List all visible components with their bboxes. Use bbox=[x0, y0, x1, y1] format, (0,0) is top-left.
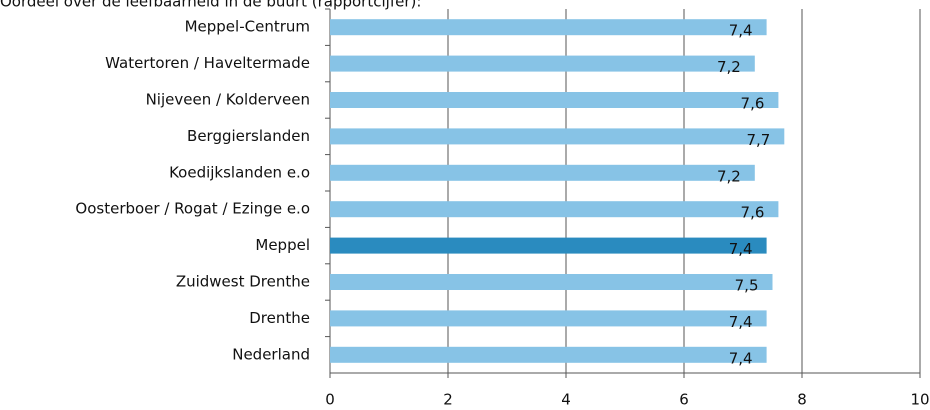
value-label: 7,4 bbox=[729, 240, 753, 258]
y-tick-label: Nederland bbox=[232, 345, 310, 363]
y-tick-label: Zuidwest Drenthe bbox=[176, 273, 310, 291]
bar bbox=[330, 128, 785, 145]
bar bbox=[330, 274, 773, 290]
x-tick-label: 0 bbox=[325, 391, 335, 409]
bar bbox=[330, 310, 767, 327]
bar bbox=[330, 92, 779, 108]
y-tick-label: Meppel-Centrum bbox=[185, 18, 310, 36]
value-label: 7,4 bbox=[729, 22, 753, 40]
bar bbox=[330, 19, 767, 36]
y-tick-label: Nijeveen / Kolderveen bbox=[146, 91, 310, 109]
bar bbox=[330, 201, 779, 218]
bar bbox=[330, 55, 755, 72]
value-label: 7,4 bbox=[729, 349, 753, 367]
value-label: 7,5 bbox=[735, 277, 759, 295]
value-label: 7,6 bbox=[741, 204, 765, 222]
y-tick-label: Berggierslanden bbox=[187, 127, 310, 145]
y-tick-label: Koedijkslanden e.o bbox=[169, 163, 310, 181]
value-label: 7,4 bbox=[729, 313, 753, 331]
value-label: 7,2 bbox=[717, 58, 741, 76]
value-label: 7,6 bbox=[741, 95, 765, 113]
x-tick-label: 6 bbox=[679, 391, 689, 409]
x-tick-label: 2 bbox=[443, 391, 453, 409]
x-tick-label: 10 bbox=[910, 391, 929, 409]
bar bbox=[330, 164, 755, 181]
y-tick-label: Drenthe bbox=[249, 309, 310, 327]
y-tick-label: Watertoren / Haveltermade bbox=[105, 54, 310, 72]
x-tick-label: 4 bbox=[561, 391, 571, 409]
x-tick-label: 8 bbox=[797, 391, 807, 409]
chart-title: Oordeel over de leefbaarheid in de buurt… bbox=[0, 0, 421, 11]
y-tick-label: Oosterboer / Rogat / Ezinge e.o bbox=[75, 200, 310, 218]
value-label: 7,2 bbox=[717, 167, 741, 185]
y-tick-label: Meppel bbox=[255, 236, 310, 254]
bar bbox=[330, 237, 767, 254]
value-label: 7,7 bbox=[746, 131, 770, 149]
bar bbox=[330, 346, 767, 363]
